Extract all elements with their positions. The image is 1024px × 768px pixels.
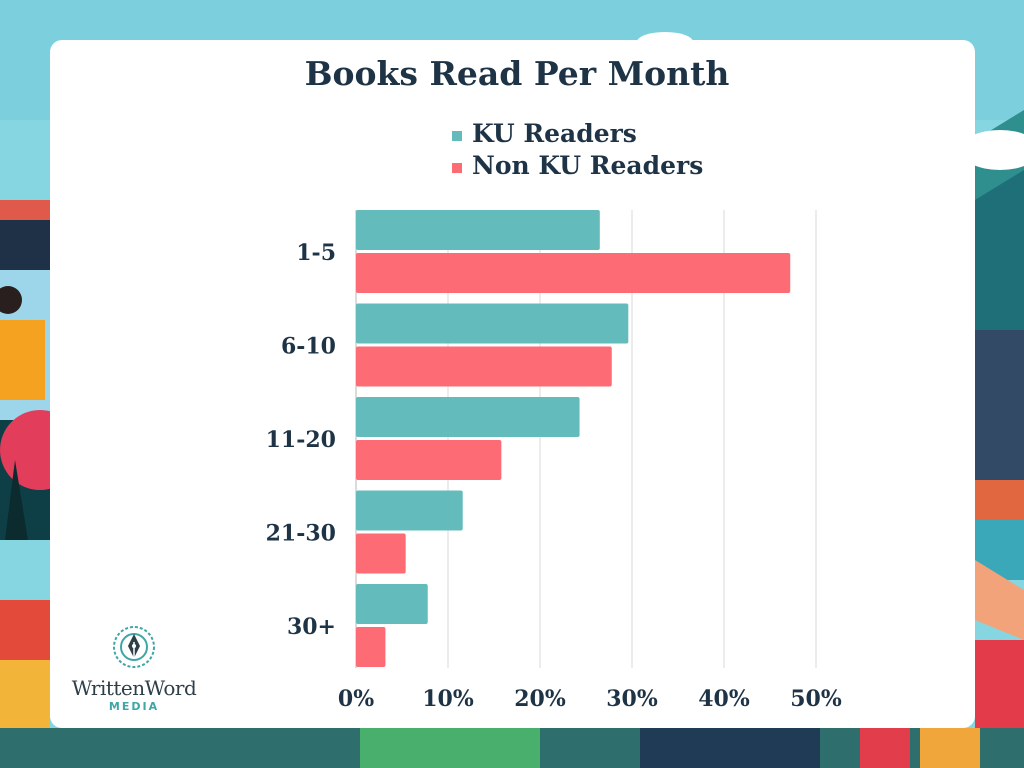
bar-ku-readers-30+ bbox=[356, 584, 428, 624]
x-tick-4: 40% bbox=[698, 686, 750, 712]
bar-non-ku-readers-11-20 bbox=[356, 440, 502, 480]
legend-label-1: Non KU Readers bbox=[472, 151, 703, 180]
bar-non-ku-readers-21-30 bbox=[356, 533, 406, 574]
bar-ku-readers-1-5 bbox=[356, 210, 600, 250]
bars bbox=[356, 210, 791, 667]
bar-ku-readers-6-10 bbox=[356, 303, 629, 344]
writtenword-logo: WrittenWord MEDIA bbox=[64, 624, 204, 724]
category-label-0: 1-5 bbox=[296, 240, 336, 266]
category-label-2: 11-20 bbox=[266, 427, 336, 453]
chart-title: Books Read Per Month bbox=[305, 54, 730, 93]
x-tick-2: 20% bbox=[514, 686, 566, 712]
legend: KU Readers Non KU Readers bbox=[452, 119, 703, 180]
bar-non-ku-readers-6-10 bbox=[356, 346, 612, 387]
legend-swatch-0 bbox=[452, 131, 462, 141]
category-label-3: 21-30 bbox=[266, 521, 336, 547]
x-tick-1: 10% bbox=[422, 686, 474, 712]
x-tick-0: 0% bbox=[338, 686, 374, 712]
x-tick-3: 30% bbox=[606, 686, 658, 712]
chart-card: Books Read Per Month KU Readers Non KU Re… bbox=[50, 40, 975, 728]
x-tick-labels: 0% 10% 20% 30% 40% 50% bbox=[338, 686, 842, 712]
category-label-4: 30+ bbox=[287, 614, 336, 640]
category-label-1: 6-10 bbox=[281, 334, 336, 360]
bar-non-ku-readers-1-5 bbox=[356, 253, 791, 293]
x-tick-5: 50% bbox=[790, 686, 842, 712]
pen-nib-icon bbox=[113, 626, 155, 668]
bar-chart: Books Read Per Month KU Readers Non KU Re… bbox=[266, 54, 842, 712]
category-labels: 1-5 6-10 11-20 21-30 30+ bbox=[266, 240, 336, 640]
bar-ku-readers-11-20 bbox=[356, 397, 580, 437]
bar-non-ku-readers-30+ bbox=[356, 627, 386, 667]
brand-sub: MEDIA bbox=[108, 700, 160, 713]
brand-name: WrittenWord bbox=[71, 676, 197, 700]
bar-ku-readers-21-30 bbox=[356, 490, 463, 531]
legend-swatch-1 bbox=[452, 163, 462, 173]
legend-label-0: KU Readers bbox=[472, 119, 637, 148]
